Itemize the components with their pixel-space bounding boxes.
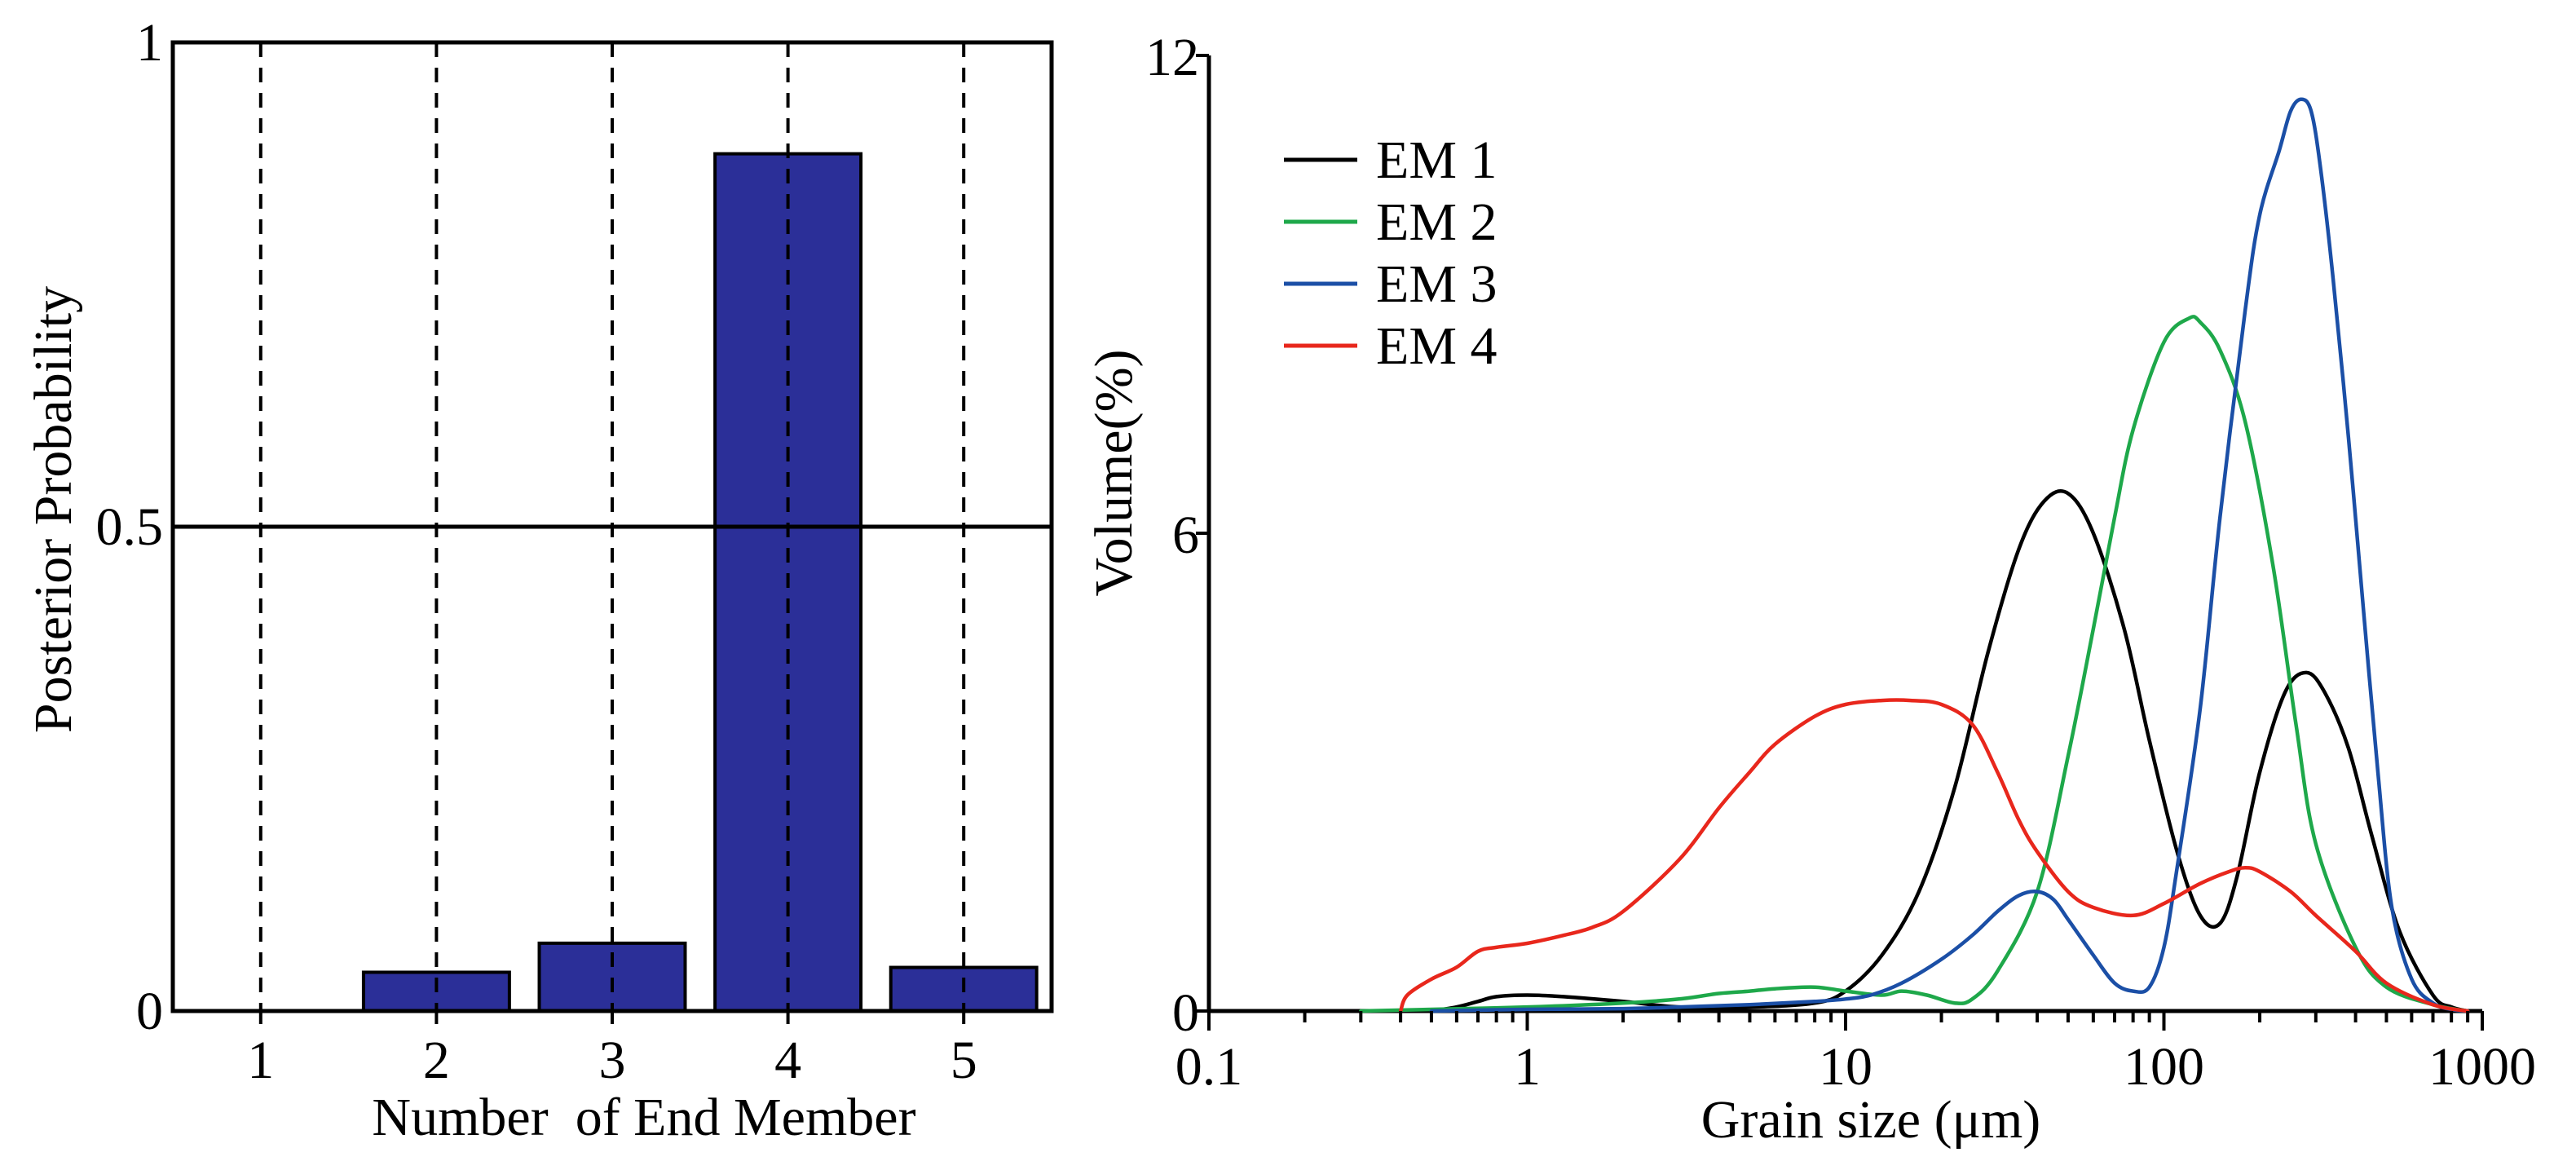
y-tick-label: 0 xyxy=(136,982,163,1041)
y-tick-label: 6 xyxy=(1172,506,1199,565)
y-axis-title: Posterior Probability xyxy=(24,286,83,733)
y-tick-label: 0 xyxy=(1172,983,1199,1043)
y-axis-ticks: 00.51 xyxy=(96,13,164,1041)
x-axis-ticks: 1 2 3 4 5 xyxy=(247,1011,977,1090)
legend-label-em3: EM 3 xyxy=(1376,254,1498,314)
x-tick-label: 1000 xyxy=(2428,1037,2536,1097)
series-lines xyxy=(1359,97,2470,1013)
x-tick-label: 1 xyxy=(247,1031,274,1090)
series-line-em3 xyxy=(1429,97,2470,1013)
y-axis-title: Volume(%) xyxy=(1084,349,1144,596)
x-tick-label: 5 xyxy=(951,1031,977,1090)
y-tick-label: 12 xyxy=(1145,28,1199,87)
x-axis-title: Number of End Member xyxy=(372,1088,915,1147)
series-line-em4 xyxy=(1398,698,2470,1013)
x-tick-label: 10 xyxy=(1819,1037,1872,1097)
legend-label-em1: EM 1 xyxy=(1376,130,1498,190)
grain-size-chart: 0 6 12 0.1 1 10 100 1000 EM 1EM 2EM 3EM 4 Grai… xyxy=(1084,28,2536,1150)
legend-label-em4: EM 4 xyxy=(1376,316,1498,376)
x-axis-title: Grain size (μm) xyxy=(1701,1090,2041,1150)
x-axis-ticks: 0.1 1 10 100 1000 xyxy=(1176,1011,2536,1097)
legend: EM 1EM 2EM 3EM 4 xyxy=(1284,130,1498,376)
x-tick-label: 3 xyxy=(599,1031,626,1090)
x-tick-label: 4 xyxy=(774,1031,801,1090)
legend-label-em2: EM 2 xyxy=(1376,192,1498,252)
y-tick-label: 0.5 xyxy=(96,497,164,557)
bars-group xyxy=(361,152,1039,1013)
x-tick-label: 0.1 xyxy=(1176,1037,1243,1097)
series-line-em2 xyxy=(1359,315,2470,1013)
y-tick-label: 1 xyxy=(136,13,163,73)
x-tick-label: 1 xyxy=(1514,1037,1541,1097)
y-axis-ticks: 0 6 12 xyxy=(1145,28,1209,1043)
x-tick-label: 100 xyxy=(2124,1037,2204,1097)
x-tick-label: 2 xyxy=(423,1031,450,1090)
series-line-em1 xyxy=(1429,489,2470,1013)
